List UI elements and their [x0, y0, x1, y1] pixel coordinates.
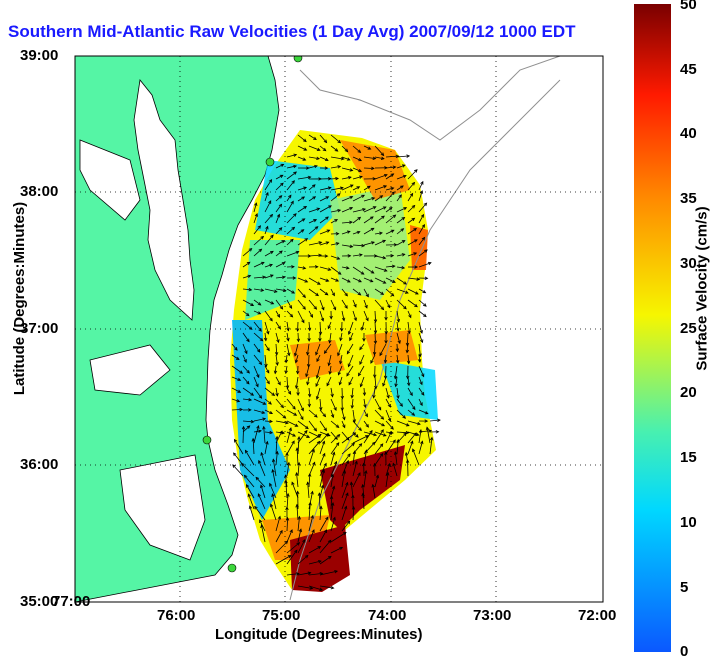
x-tick-label: 73:00	[473, 607, 511, 624]
y-tick-label: 38:00	[20, 183, 58, 200]
station-marker	[266, 158, 274, 166]
colorbar-scale	[634, 4, 671, 652]
station-marker	[228, 564, 236, 572]
x-tick-label: 75:00	[262, 607, 300, 624]
colorbar-tick: 10	[680, 514, 697, 531]
x-tick-label: 76:00	[157, 607, 195, 624]
x-tick-label: 72:00	[578, 607, 616, 624]
colorbar-tick: 45	[680, 61, 697, 78]
y-tick-label: 39:00	[20, 47, 58, 64]
colorbar-tick: 35	[680, 190, 697, 207]
x-tick-label: 74:00	[368, 607, 406, 624]
y-axis-label: Latitude (Degrees:Minutes)	[11, 202, 28, 395]
colorbar-tick: 20	[680, 384, 697, 401]
station-marker	[294, 54, 302, 62]
colorbar-tick: 15	[680, 449, 697, 466]
y-tick-label: 35:00	[20, 593, 58, 610]
colorbar-tick: 5	[680, 579, 688, 596]
colorbar-tick: 0	[680, 643, 688, 660]
x-axis-label: Longitude (Degrees:Minutes)	[215, 626, 423, 643]
colorbar-tick: 40	[680, 125, 697, 142]
colorbar-tick: 50	[680, 0, 697, 13]
colorbar-label: Surface Velocity (cm/s)	[694, 206, 711, 370]
station-marker	[203, 436, 211, 444]
y-tick-label: 36:00	[20, 456, 58, 473]
